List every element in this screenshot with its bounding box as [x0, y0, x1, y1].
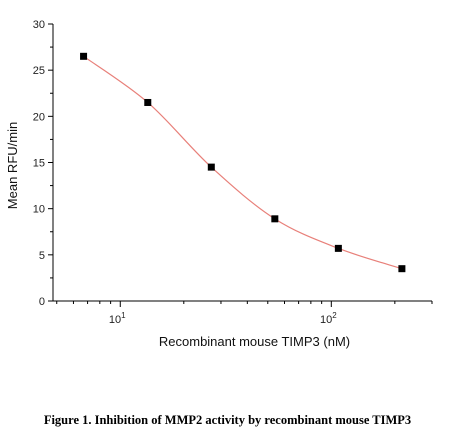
y-tick-label: 30 [33, 19, 45, 31]
y-tick-label: 10 [33, 204, 45, 216]
data-point-5 [334, 244, 342, 252]
data-points-layer [80, 52, 406, 273]
y-tick-label: 5 [39, 250, 45, 262]
x-tick-label-exponent: 1 [121, 311, 126, 320]
y-axis-label: Mean RFU/min [5, 122, 20, 209]
x-tick-label: 101 [109, 311, 126, 326]
x-tick-label: 102 [320, 311, 337, 326]
x-axis-label: Recombinant mouse TIMP3 (nM) [159, 334, 350, 349]
y-tick-label: 25 [33, 65, 45, 77]
ticks: 0 5 10 15 20 25 30 101 102 [33, 19, 433, 326]
axes [52, 24, 432, 302]
fit-curve [83, 55, 403, 270]
data-point-3 [207, 163, 215, 171]
figure-caption: Figure 1. Inhibition of MMP2 activity by… [43, 413, 412, 427]
y-tick-label: 20 [33, 111, 45, 123]
y-tick-label: 15 [33, 158, 45, 170]
fit-curve-layer [83, 55, 403, 270]
x-tick-label-exponent: 2 [332, 311, 337, 320]
y-tick-label: 0 [39, 296, 45, 308]
data-point-2 [144, 98, 152, 106]
data-point-6 [398, 265, 406, 273]
data-point-4 [271, 215, 279, 223]
data-point-1 [80, 52, 88, 60]
